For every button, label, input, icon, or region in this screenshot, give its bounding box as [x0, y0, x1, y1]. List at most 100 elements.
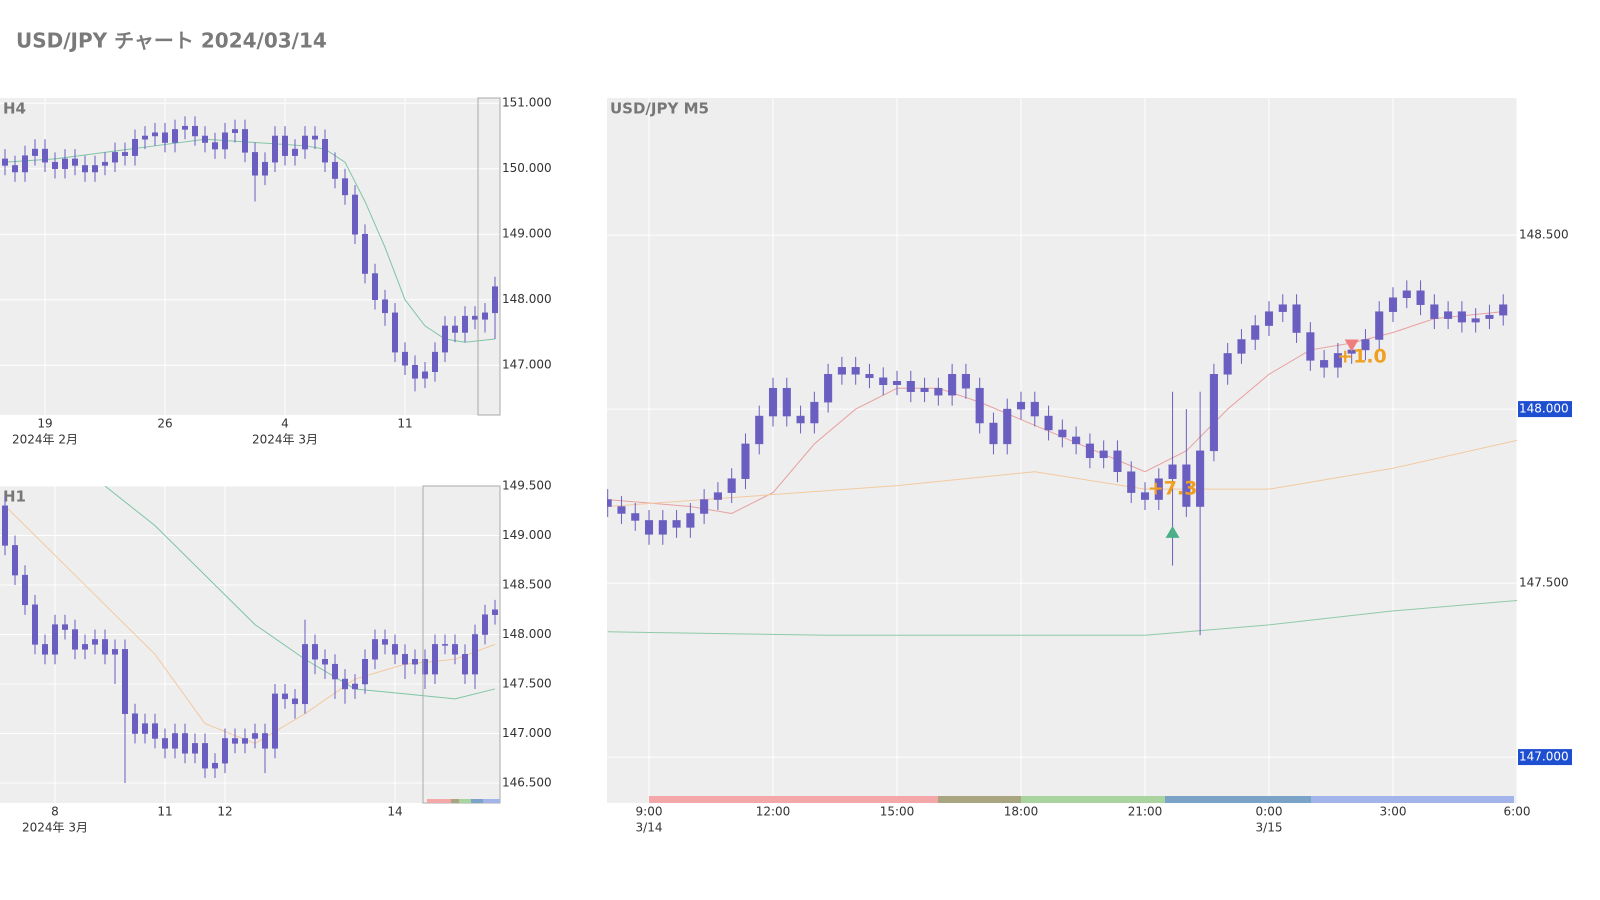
x-sub-label: 3/14: [636, 821, 663, 835]
candle-body: [242, 738, 248, 744]
candle-body: [920, 387, 929, 392]
candle-body: [492, 286, 498, 314]
candle-body: [1237, 339, 1246, 354]
moving-average: [607, 599, 1517, 636]
y-tick-label: 147.500: [502, 677, 552, 691]
candle-body: [112, 152, 118, 163]
candle-body: [452, 644, 458, 655]
candle-body: [382, 639, 388, 645]
y-tick-label: 146.500: [502, 776, 552, 790]
candle-body: [1457, 311, 1466, 323]
candle-body: [796, 415, 805, 424]
focus-box: [477, 97, 501, 416]
candle-body: [2, 158, 8, 166]
candle-body: [422, 371, 428, 379]
candle-body: [372, 639, 378, 660]
candle-body: [152, 723, 158, 739]
candle-body: [232, 738, 238, 744]
candle-body: [1499, 304, 1508, 316]
y-tick-label: 147.000: [502, 726, 552, 740]
candle-body: [42, 644, 48, 655]
candle-body: [1292, 304, 1301, 333]
candle-body: [1333, 353, 1342, 368]
candle-body: [322, 659, 328, 665]
candle-body: [192, 125, 198, 137]
candle-body: [672, 520, 681, 528]
candle-body: [1003, 408, 1012, 445]
candle-body: [282, 135, 288, 156]
candle-body: [332, 161, 338, 179]
candle-body: [452, 325, 458, 333]
y-tick-label: 149.000: [502, 528, 552, 542]
candle-body: [1361, 339, 1370, 351]
candle-body: [12, 165, 18, 173]
candle-body: [222, 738, 228, 764]
candle-body: [262, 733, 268, 749]
y-tick-label: 151.000: [502, 96, 552, 110]
candle-body: [948, 374, 957, 396]
candle-body: [72, 158, 78, 166]
candle-body: [755, 415, 764, 445]
candle-body: [32, 604, 38, 645]
candle-body: [1030, 401, 1039, 417]
candle-body: [182, 733, 188, 754]
candle-body: [989, 422, 998, 445]
panel-title: H1: [3, 488, 26, 506]
candle-body: [192, 743, 198, 754]
candle-body: [1485, 314, 1494, 319]
candle-body: [272, 693, 278, 749]
x-tick-label: 11: [397, 417, 412, 431]
candle-body: [202, 135, 208, 143]
candle-body: [1375, 311, 1384, 340]
candle-body: [482, 614, 488, 635]
y-tick-label: 147.000: [502, 358, 552, 372]
candle-body: [402, 351, 408, 366]
candle-body: [837, 367, 846, 375]
candle-body: [132, 713, 138, 734]
candle-body: [1306, 332, 1315, 361]
x-tick-label: 15:00: [880, 805, 915, 819]
plots: 147.000 148.000 149.000 150.000 151.000 19 26 4…: [0, 96, 1572, 835]
y-tick-label: 149.000: [502, 227, 552, 241]
candle-body: [617, 506, 626, 514]
candle-body: [472, 634, 478, 675]
candle-body: [312, 135, 318, 140]
candle-body: [1402, 290, 1411, 298]
candle-body: [1251, 325, 1260, 340]
candle-body: [462, 654, 468, 675]
x-sub-label: 2024年 3月: [252, 433, 318, 447]
candle-body: [92, 639, 98, 645]
candle-body: [462, 315, 468, 333]
candle-body: [382, 299, 388, 314]
session-bar: [471, 799, 483, 803]
candle-body: [142, 135, 148, 140]
candle-body: [352, 683, 358, 690]
candle-body: [1388, 297, 1398, 312]
candle-body: [768, 387, 778, 417]
candle-body: [122, 649, 128, 714]
candle-body: [42, 148, 48, 163]
x-tick-label: 0:00: [1256, 805, 1283, 819]
candle-body: [292, 698, 298, 705]
y-tick-label: 149.500: [502, 479, 552, 493]
x-tick-label: 19: [37, 417, 52, 431]
x-tick-label: 18:00: [1004, 805, 1039, 819]
candle-body: [879, 377, 888, 385]
candle-body: [352, 194, 358, 235]
candle-body: [122, 152, 128, 156]
candle-body: [292, 148, 298, 156]
candle-body: [322, 139, 328, 163]
candle-body: [1320, 360, 1329, 368]
candle-body: [1223, 353, 1232, 375]
candle-body: [961, 374, 970, 389]
x-tick-label: 9:00: [636, 805, 663, 819]
candle-body: [713, 492, 722, 500]
candle-body: [1127, 471, 1136, 493]
candle-body: [432, 351, 438, 373]
candle-body: [92, 165, 98, 173]
candle-body: [102, 161, 108, 166]
candle-body: [392, 644, 398, 655]
candle-body: [242, 129, 248, 153]
